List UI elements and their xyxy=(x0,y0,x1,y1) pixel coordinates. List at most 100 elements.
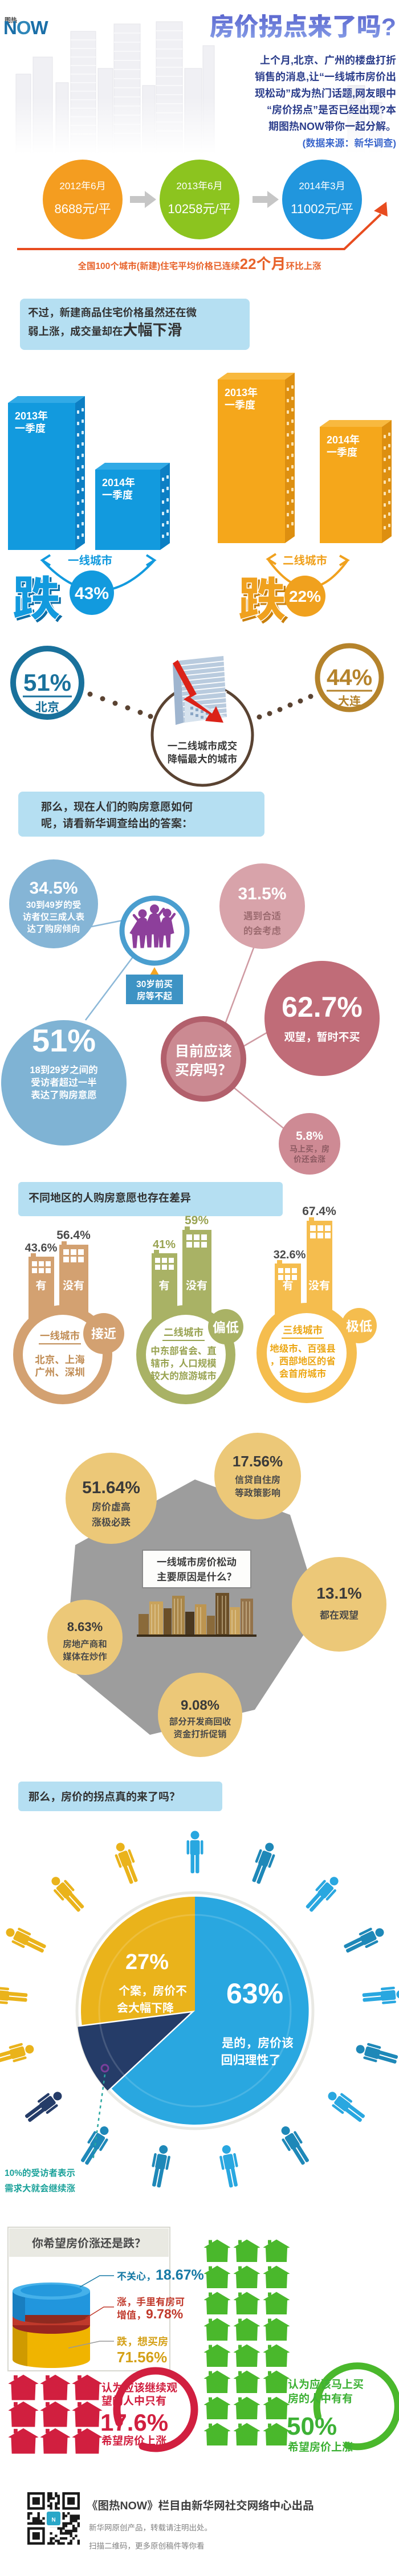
svg-text:2014年: 2014年 xyxy=(327,434,360,446)
svg-text:涨极必跌: 涨极必跌 xyxy=(92,1517,131,1528)
svg-text:希望房价上涨: 希望房价上涨 xyxy=(288,2441,353,2453)
svg-text:43%: 43% xyxy=(75,584,109,603)
svg-text:表达了购房意愿: 表达了购房意愿 xyxy=(31,1089,97,1100)
svg-text:降幅最大的城市: 降幅最大的城市 xyxy=(168,753,238,765)
svg-text:跌: 跌 xyxy=(15,574,63,627)
svg-text:没有: 没有 xyxy=(63,1279,84,1292)
svg-text:跌，想买房: 跌，想买房 xyxy=(117,2336,168,2347)
svg-text:32.6%: 32.6% xyxy=(274,1249,306,1261)
svg-text:三线城市: 三线城市 xyxy=(283,1324,323,1336)
svg-text:50%: 50% xyxy=(287,2412,337,2440)
svg-text:马上买，房: 马上买，房 xyxy=(290,1144,329,1154)
svg-text:9.08%: 9.08% xyxy=(181,1698,219,1713)
svg-text:观望，暂时不买: 观望，暂时不买 xyxy=(284,1031,360,1044)
svg-text:30到49岁的受: 30到49岁的受 xyxy=(26,899,81,910)
svg-text:会大幅下降: 会大幅下降 xyxy=(117,2002,174,2015)
svg-text:房价虚高: 房价虚高 xyxy=(92,1501,131,1513)
svg-text:一二线城市成交: 一二线城市成交 xyxy=(168,740,238,752)
svg-text:N: N xyxy=(51,2517,55,2523)
svg-text:没有: 没有 xyxy=(186,1279,207,1292)
svg-text:17.56%: 17.56% xyxy=(233,1453,283,1470)
svg-text:房地产商和: 房地产商和 xyxy=(63,1638,107,1649)
svg-text:跌: 跌 xyxy=(241,576,288,627)
svg-text:中东部省会、直: 中东部省会、直 xyxy=(150,1345,217,1356)
svg-text:没有: 没有 xyxy=(308,1279,330,1292)
svg-text:资金打折促销: 资金打折促销 xyxy=(173,1729,226,1739)
svg-text:辖市，人口规模: 辖市，人口规模 xyxy=(150,1358,217,1369)
svg-text:北京: 北京 xyxy=(35,700,59,714)
svg-text:信贷自住房: 信贷自住房 xyxy=(235,1474,280,1485)
svg-text:望的人中只有: 望的人中只有 xyxy=(101,2395,166,2407)
svg-text:大连: 大连 xyxy=(338,695,361,708)
svg-text:会首府城市: 会首府城市 xyxy=(279,1368,327,1379)
svg-text:跌: 跌 xyxy=(13,572,60,626)
svg-text:都在观望: 都在观望 xyxy=(320,1610,359,1621)
svg-text:51%: 51% xyxy=(23,669,71,696)
svg-text:媒体在炒作: 媒体在炒作 xyxy=(63,1651,107,1662)
svg-text:17.6%: 17.6% xyxy=(100,2409,168,2436)
svg-text:一季度: 一季度 xyxy=(102,490,133,501)
svg-text:部分开发商回收: 部分开发商回收 xyxy=(169,1716,231,1727)
svg-text:个案，房价不: 个案，房价不 xyxy=(119,1984,187,1998)
svg-text:67.4%: 67.4% xyxy=(302,1205,336,1218)
svg-text:房的人中有有: 房的人中有有 xyxy=(288,2392,353,2405)
svg-text:一季度: 一季度 xyxy=(15,423,46,434)
svg-text:，西部地区的省: ，西部地区的省 xyxy=(270,1355,336,1367)
svg-text:有: 有 xyxy=(282,1279,293,1292)
svg-text:需求大就会继续涨: 需求大就会继续涨 xyxy=(5,2183,76,2194)
svg-text:房等不起: 房等不起 xyxy=(137,991,173,1001)
svg-text:有: 有 xyxy=(35,1279,46,1292)
svg-text:受访者超过一半: 受访者超过一半 xyxy=(31,1077,97,1088)
svg-text:是的，房价该: 是的，房价该 xyxy=(222,2037,294,2050)
svg-text:10%的受访者表示: 10%的受访者表示 xyxy=(5,2167,75,2178)
svg-text:较大的旅游城市: 较大的旅游城市 xyxy=(150,1370,217,1381)
svg-text:一线城市房价松动: 一线城市房价松动 xyxy=(157,1556,237,1568)
svg-text:广州、深圳: 广州、深圳 xyxy=(35,1367,85,1378)
svg-text:59%: 59% xyxy=(185,1214,209,1227)
svg-text:8.63%: 8.63% xyxy=(67,1620,103,1634)
svg-text:你希望房价涨还是跌？: 你希望房价涨还是跌？ xyxy=(32,2237,146,2250)
svg-text:价还会涨: 价还会涨 xyxy=(294,1155,325,1164)
svg-text:主要原因是什么？: 主要原因是什么？ xyxy=(157,1571,237,1583)
svg-text:62.7%: 62.7% xyxy=(282,991,363,1023)
svg-text:涨，手里有房可: 涨，手里有房可 xyxy=(117,2296,185,2308)
svg-text:2013年: 2013年 xyxy=(15,410,48,422)
svg-text:跌: 跌 xyxy=(238,573,286,627)
svg-text:二线城市: 二线城市 xyxy=(283,554,327,567)
svg-text:接近: 接近 xyxy=(91,1327,116,1341)
svg-text:71.56%: 71.56% xyxy=(117,2349,167,2366)
svg-text:北京、上海: 北京、上海 xyxy=(35,1354,85,1366)
svg-text:41%: 41% xyxy=(153,1238,176,1251)
svg-text:访者仅三成人表: 访者仅三成人表 xyxy=(23,911,85,922)
svg-text:的会考虑: 的会考虑 xyxy=(243,925,281,936)
svg-text:目前应该: 目前应该 xyxy=(175,1043,232,1059)
svg-text:认为应该继续观: 认为应该继续观 xyxy=(101,2381,177,2394)
svg-text:22%: 22% xyxy=(289,588,321,605)
svg-text:30岁前买: 30岁前买 xyxy=(136,979,173,989)
svg-text:31.5%: 31.5% xyxy=(238,885,286,903)
svg-text:63%: 63% xyxy=(226,1978,283,2010)
svg-text:2014年: 2014年 xyxy=(102,476,135,488)
svg-text:51.64%: 51.64% xyxy=(82,1478,140,1497)
svg-text:56.4%: 56.4% xyxy=(56,1229,91,1242)
svg-text:希望房价上涨: 希望房价上涨 xyxy=(101,2435,166,2447)
svg-text:等政策影响: 等政策影响 xyxy=(235,1487,280,1498)
svg-text:认为应该马上买: 认为应该马上买 xyxy=(288,2378,364,2391)
svg-text:回归理性了: 回归理性了 xyxy=(221,2054,281,2067)
svg-text:51%: 51% xyxy=(32,1022,96,1058)
svg-text:地级市、百强县: 地级市、百强县 xyxy=(270,1343,336,1354)
svg-text:13.1%: 13.1% xyxy=(316,1584,361,1602)
svg-text:买房吗？: 买房吗？ xyxy=(175,1062,232,1078)
svg-text:达了购房倾向: 达了购房倾向 xyxy=(27,923,80,934)
svg-text:34.5%: 34.5% xyxy=(29,879,78,898)
svg-text:2013年: 2013年 xyxy=(225,386,258,398)
svg-text:偏低: 偏低 xyxy=(213,1320,239,1335)
svg-text:一线城市: 一线城市 xyxy=(40,1330,80,1342)
svg-text:极低: 极低 xyxy=(346,1319,372,1334)
svg-text:43.6%: 43.6% xyxy=(25,1242,58,1254)
svg-text:18到29岁之间的: 18到29岁之间的 xyxy=(30,1064,97,1075)
svg-text:一季度: 一季度 xyxy=(327,447,357,458)
svg-text:27%: 27% xyxy=(125,1950,169,1974)
svg-text:5.8%: 5.8% xyxy=(296,1130,323,1143)
svg-text:一季度: 一季度 xyxy=(225,400,255,411)
